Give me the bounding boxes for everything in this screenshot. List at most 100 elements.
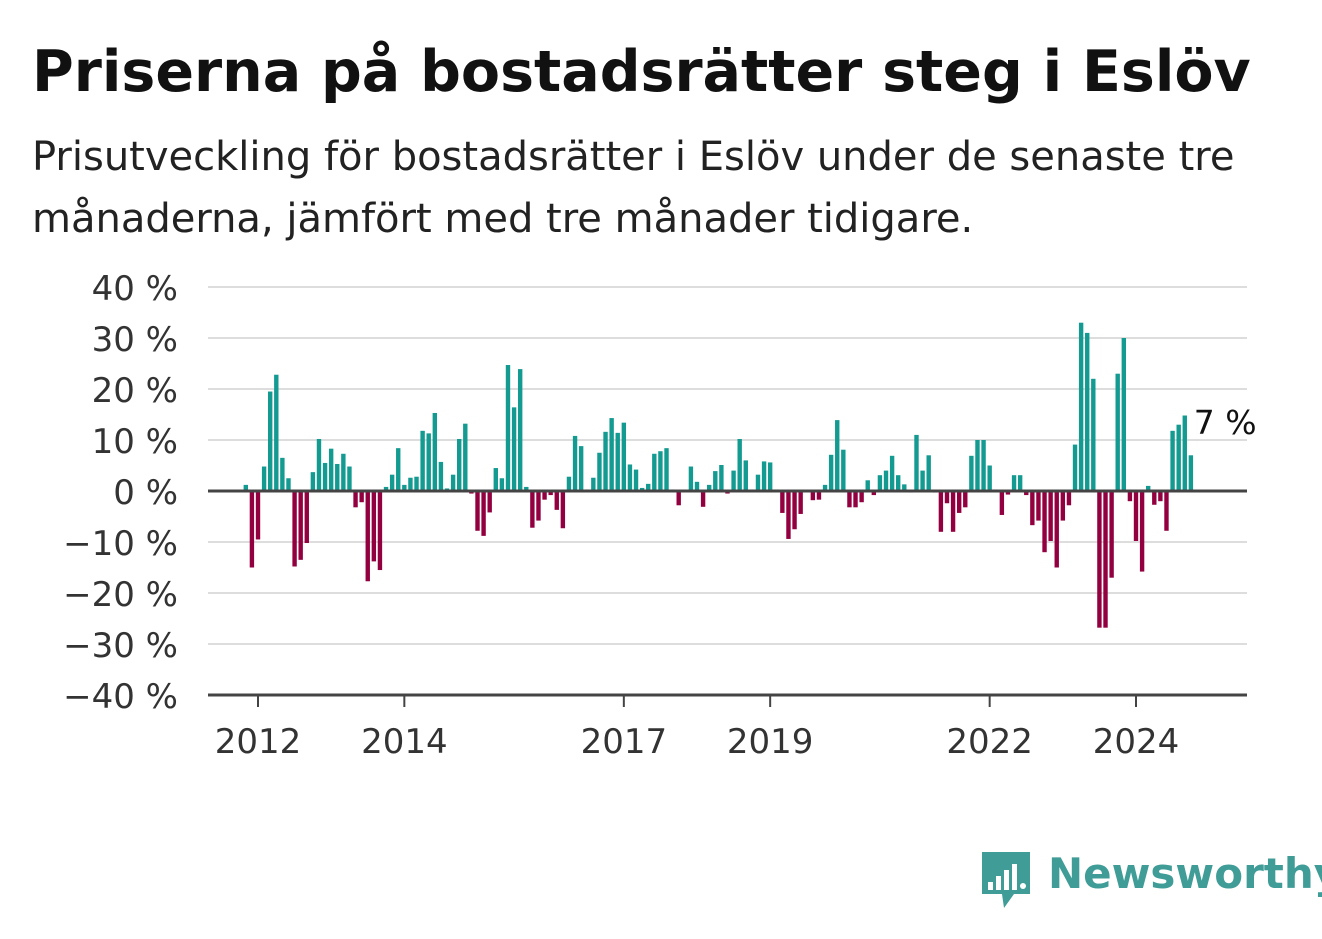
bar	[1152, 491, 1157, 505]
y-tick-label: 10 %	[92, 422, 178, 462]
bar	[457, 438, 462, 491]
bar	[280, 457, 285, 491]
bar	[865, 480, 870, 491]
bar	[450, 474, 456, 491]
bar	[938, 491, 944, 532]
bar	[926, 455, 931, 491]
axis-lines	[208, 489, 1247, 697]
bar	[1109, 491, 1114, 578]
bar	[816, 491, 822, 500]
x-tick-label: 2012	[215, 722, 302, 762]
bar	[1182, 415, 1187, 491]
bar	[438, 461, 444, 491]
bar	[1030, 491, 1035, 526]
bar	[627, 464, 633, 491]
bar	[481, 491, 486, 536]
chart-subtitle: Prisutveckling för bostadsrätter i Eslöv…	[32, 134, 1235, 242]
bar	[1115, 373, 1120, 491]
bar	[511, 407, 517, 491]
bar	[359, 491, 364, 503]
bar	[243, 484, 248, 491]
bar	[822, 484, 828, 491]
x-tick-label: 2014	[361, 722, 448, 762]
bar	[987, 465, 992, 491]
bar	[286, 478, 291, 491]
bar	[999, 491, 1005, 515]
bar	[944, 491, 950, 504]
bar	[920, 470, 925, 491]
bar	[304, 491, 309, 544]
bar	[1176, 424, 1181, 491]
bar	[1127, 491, 1133, 502]
bar	[780, 491, 785, 513]
bar	[493, 468, 498, 491]
bar	[1146, 485, 1151, 491]
bar	[810, 491, 816, 501]
bar	[633, 469, 639, 491]
bar	[877, 475, 883, 491]
bar	[389, 474, 395, 491]
bar	[1036, 491, 1041, 521]
bar	[761, 461, 767, 491]
bar	[707, 484, 712, 491]
bar	[1024, 491, 1029, 496]
bar	[383, 486, 389, 491]
bar	[835, 420, 840, 491]
bar	[615, 432, 620, 491]
bar	[975, 440, 980, 491]
y-tick-label: −40 %	[63, 677, 178, 717]
bar	[853, 491, 858, 508]
bar	[1139, 491, 1145, 572]
bar	[798, 491, 803, 514]
bar	[737, 438, 742, 491]
bar	[322, 462, 328, 491]
bar	[249, 491, 255, 568]
bar	[517, 369, 523, 491]
bar	[1097, 491, 1102, 628]
bar	[639, 487, 645, 491]
brand-name: Newsworthy	[1048, 849, 1322, 898]
bar	[591, 477, 596, 491]
bar	[597, 452, 602, 491]
bar	[505, 365, 511, 491]
bar	[377, 491, 383, 571]
bar	[767, 462, 773, 491]
bar	[347, 466, 352, 491]
bar	[956, 491, 962, 513]
bar	[1060, 491, 1066, 521]
bar	[950, 491, 956, 532]
bar	[871, 491, 877, 496]
bar	[847, 491, 852, 508]
bar	[609, 418, 614, 491]
bar	[548, 491, 553, 496]
bar	[536, 491, 541, 521]
bar	[1170, 430, 1175, 491]
bar	[889, 455, 895, 491]
bar	[652, 453, 657, 491]
y-tick-label: −20 %	[63, 575, 178, 615]
bar	[1133, 491, 1139, 541]
y-tick-label: 30 %	[92, 320, 178, 360]
bar	[755, 474, 761, 491]
bar	[560, 491, 566, 529]
bar	[1066, 491, 1072, 506]
bar	[1103, 491, 1108, 628]
x-tick-label: 2022	[946, 722, 1033, 762]
bar	[274, 374, 279, 491]
bar	[1042, 491, 1047, 553]
bar	[554, 491, 559, 510]
bar-series	[243, 322, 1194, 628]
bar	[969, 455, 974, 491]
bar	[700, 491, 706, 507]
bar	[298, 491, 303, 560]
bar	[402, 484, 407, 491]
bar	[1005, 491, 1011, 495]
bar	[688, 466, 694, 491]
bar	[432, 412, 438, 491]
bar	[902, 484, 907, 491]
bar	[676, 491, 681, 506]
bar	[365, 491, 370, 582]
bar	[841, 449, 846, 491]
y-axis: 40 % 30 % 20 % 10 % 0 % −10 % −20 % −30 % −40 %	[63, 269, 178, 717]
